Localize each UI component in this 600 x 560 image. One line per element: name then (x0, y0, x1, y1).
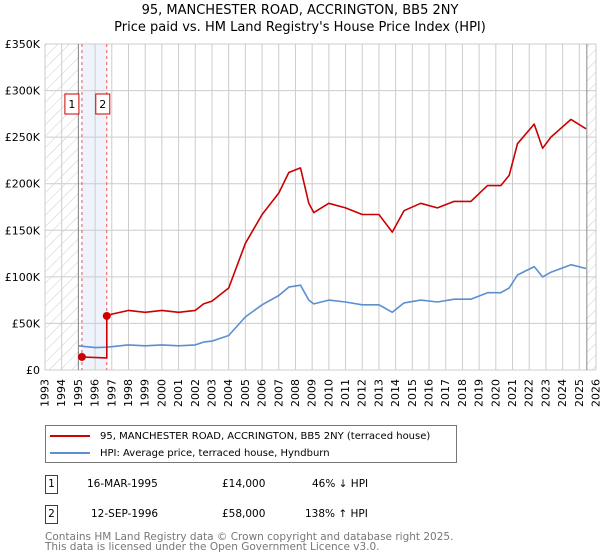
x-tick-label: 2024 (556, 379, 569, 407)
x-tick-label: 2019 (473, 379, 486, 407)
hpi-line (78, 263, 587, 349)
x-tick-label: 1998 (122, 379, 135, 407)
transaction-hpi: 46% ↓ HPI (312, 478, 369, 490)
property-price-line (81, 118, 587, 359)
y-tick-label: £100K (5, 271, 41, 284)
x-tick-label: 1995 (72, 379, 85, 407)
transaction-badge: 1 (45, 475, 58, 494)
x-tick-label: 2008 (289, 379, 302, 407)
annotation-label: 1 (68, 98, 75, 111)
x-tick-label: 1997 (105, 379, 118, 407)
transaction-row: 1 16-MAR-1995 £14,000 46% ↓ HPI (45, 475, 465, 495)
x-tick-label: 1994 (55, 379, 68, 407)
chart-subtitle: Price paid vs. HM Land Registry's House … (114, 20, 486, 35)
transaction-hpi: 138% ↑ HPI (305, 508, 368, 520)
y-tick-label: £250K (5, 131, 41, 144)
price-chart: 1993 1994 1995 1996 1997 1998 1999 2000 2001 2002… (5, 38, 600, 407)
legend-item-hpi: HPI: Average price, terraced house, Hynd… (46, 445, 330, 461)
x-tick-label: 2020 (489, 379, 502, 407)
x-tick-label: 2021 (506, 379, 519, 407)
transaction-date: 12-SEP-1996 (91, 508, 159, 520)
legend-swatch-blue (50, 452, 90, 454)
x-tick-label: 2009 (306, 379, 319, 407)
x-tick-label: 2012 (356, 379, 369, 407)
x-tick-label: 1993 (39, 379, 52, 407)
transaction-date: 16-MAR-1995 (87, 478, 158, 490)
x-tick-label: 2000 (155, 379, 168, 407)
x-tick-label: 2015 (406, 379, 419, 407)
y-tick-label: £200K (5, 178, 41, 191)
annotation-box (64, 93, 80, 115)
x-tick-label: 2006 (256, 379, 269, 407)
x-tick-label: 2026 (590, 379, 600, 407)
x-tick-label: 2005 (239, 379, 252, 407)
x-tick-label: 2017 (439, 379, 452, 407)
x-tick-label: 2002 (189, 379, 202, 407)
x-tick-label: 2016 (423, 379, 436, 407)
legend-label: 95, MANCHESTER ROAD, ACCRINGTON, BB5 2NY… (100, 430, 431, 442)
x-tick-label: 2025 (573, 379, 586, 407)
annotation-label: 2 (99, 98, 106, 111)
legend-swatch-red (50, 435, 90, 437)
x-tick-label: 1996 (89, 379, 102, 407)
sale-point (102, 311, 111, 320)
x-tick-label: 2004 (222, 379, 235, 407)
legend-label: HPI: Average price, terraced house, Hynd… (100, 447, 330, 459)
y-tick-label: £0 (26, 364, 40, 377)
x-tick-label: 2011 (339, 379, 352, 407)
legend: 95, MANCHESTER ROAD, ACCRINGTON, BB5 2NY… (45, 425, 457, 463)
x-tick-label: 2023 (539, 379, 552, 407)
hatched-region-after (586, 44, 596, 370)
x-tick-label: 2010 (322, 379, 335, 407)
y-tick-label: £350K (5, 38, 41, 51)
x-tick-label: 2013 (372, 379, 385, 407)
x-tick-label: 2022 (523, 379, 536, 407)
transaction-price: £58,000 (222, 508, 266, 520)
x-tick-label: 2018 (456, 379, 469, 407)
footer-licence: This data is licensed under the Open Gov… (45, 541, 380, 553)
x-tick-label: 2014 (389, 379, 402, 407)
legend-item-property: 95, MANCHESTER ROAD, ACCRINGTON, BB5 2NY… (46, 428, 430, 444)
x-tick-label: 2003 (205, 379, 218, 407)
y-tick-label: £300K (5, 85, 41, 98)
shaded-region (81, 44, 107, 370)
y-tick-label: £150K (5, 224, 41, 237)
sale-point (77, 352, 86, 361)
x-tick-label: 1999 (139, 379, 152, 407)
y-tick-label: £50K (12, 317, 41, 330)
x-tick-label: 2007 (272, 379, 285, 407)
footer-copyright: Contains HM Land Registry data © Crown c… (45, 531, 454, 543)
transaction-price: £14,000 (222, 478, 266, 490)
x-tick-label: 2001 (172, 379, 185, 407)
chart-title: 95, MANCHESTER ROAD, ACCRINGTON, BB5 2NY (141, 3, 459, 18)
annotation-box (95, 93, 111, 115)
transaction-row: 2 12-SEP-1996 £58,000 138% ↑ HPI (45, 505, 465, 525)
transaction-badge: 2 (45, 505, 58, 524)
